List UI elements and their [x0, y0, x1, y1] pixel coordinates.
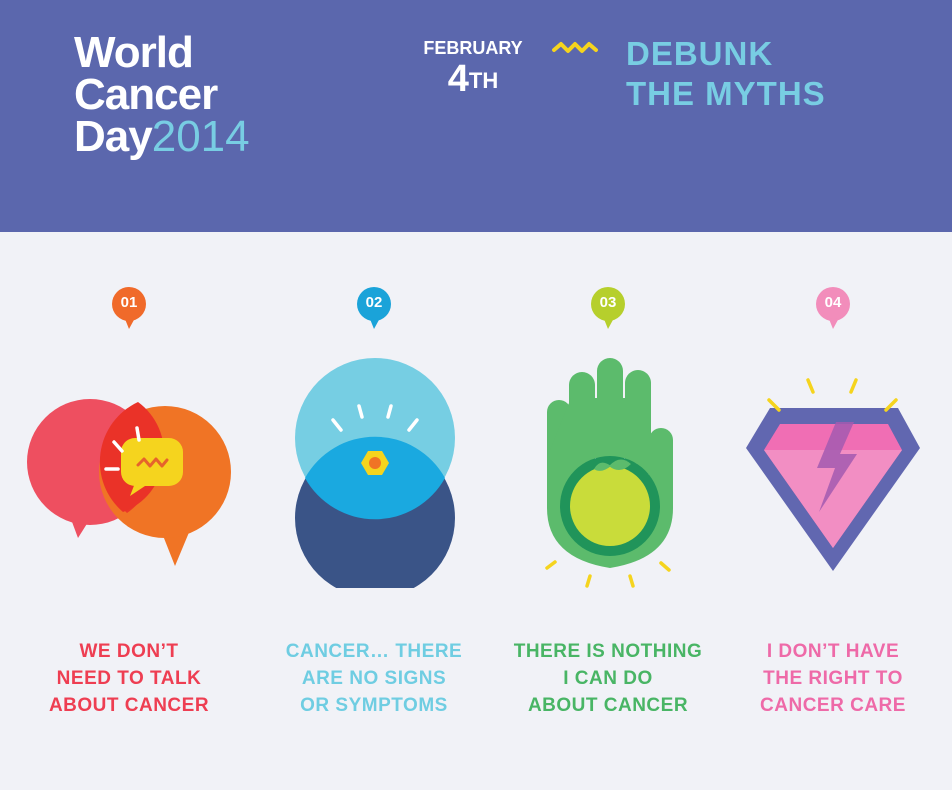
number-badge: 02	[354, 286, 394, 334]
event-date: FEBRUARY 4TH	[420, 38, 526, 99]
speech-bubbles-icon	[27, 399, 231, 566]
tagline-line-1: DEBUNK	[626, 35, 774, 72]
myth-caption: I DON’T HAVE THE RIGHT TO CANCER CARE	[714, 638, 952, 719]
tagline: DEBUNK THE MYTHS	[626, 34, 826, 114]
badge-number: 04	[824, 294, 842, 311]
caption-line-1: THERE IS NOTHING	[513, 641, 703, 662]
caption-line-1: CANCER… THERE	[285, 641, 463, 662]
number-badge: 04	[813, 286, 853, 334]
eye-icon	[295, 358, 455, 588]
date-day-suffix: TH	[468, 68, 499, 93]
myth-caption: WE DON’T NEED TO TALK ABOUT CANCER	[10, 638, 248, 719]
caption-line-3: OR SYMPTOMS	[300, 695, 448, 716]
date-day-number: 4	[447, 58, 469, 100]
date-month: FEBRUARY	[423, 38, 523, 58]
myth-caption: CANCER… THERE ARE NO SIGNS OR SYMPTOMS	[255, 638, 493, 719]
badge-number: 03	[599, 294, 617, 311]
diamond-icon	[746, 378, 920, 571]
myth-caption: THERE IS NOTHING I CAN DO ABOUT CANCER	[489, 638, 727, 719]
caption-line-2: I CAN DO	[563, 668, 653, 689]
caption-line-1: WE DON’T	[79, 641, 179, 662]
hand-apple-icon	[545, 358, 673, 588]
myth-card-04: 04 I DON’T HAVE THE RIGHT TO CANCER CARE	[714, 286, 952, 766]
caption-line-3: ABOUT CANCER	[527, 695, 689, 716]
world-cancer-day-logo: World Cancer Day2014	[74, 28, 250, 159]
myth-card-01: 01 WE DON’T NEED TO TALK ABOUT CANCER	[10, 286, 248, 766]
caption-line-3: CANCER CARE	[760, 695, 906, 716]
caption-line-1: I DON’T HAVE	[766, 641, 900, 662]
badge-number: 01	[120, 294, 138, 311]
myth-card-03: 03 THERE IS NOTHING I CAN DO ABOUT CANCE…	[489, 286, 727, 766]
caption-line-3: ABOUT CANCER	[48, 695, 210, 716]
logo-year: 2014	[151, 112, 250, 161]
header-banner: World Cancer Day2014 FEBRUARY 4TH DEBUNK…	[0, 0, 952, 232]
caption-line-2: THE RIGHT TO	[763, 668, 903, 689]
tagline-line-2: THE MYTHS	[626, 75, 826, 112]
caption-line-2: ARE NO SIGNS	[301, 668, 447, 689]
badge-number: 02	[365, 294, 383, 311]
caption-line-2: NEED TO TALK	[56, 668, 202, 689]
logo-line-2: Cancer	[74, 70, 218, 119]
myth-card-02: 02 CANCER… THERE ARE NO SIGNS OR SYMPTOM…	[255, 286, 493, 766]
logo-line-3: Day2014	[74, 115, 250, 159]
logo-line-1: World	[74, 28, 194, 77]
logo-day: Day	[74, 112, 153, 161]
number-badge: 01	[109, 286, 149, 334]
squiggle-icon	[552, 42, 598, 53]
number-badge: 03	[588, 286, 628, 334]
date-day: 4TH	[448, 58, 498, 100]
